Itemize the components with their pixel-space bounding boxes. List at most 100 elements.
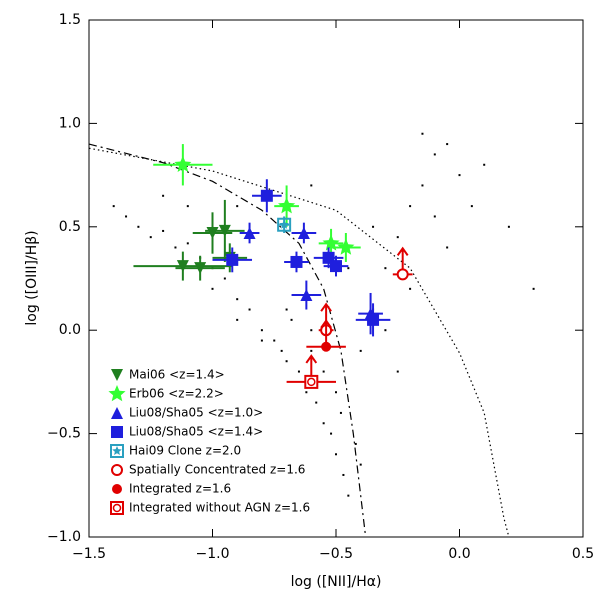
x-tick-label: −1.5 (72, 546, 106, 562)
background-point (409, 205, 412, 208)
legend-symbol (110, 444, 124, 458)
y-tick-label: 1.0 (59, 115, 81, 131)
y-tick-label: 0.0 (59, 322, 81, 338)
y-tick-label: −1.0 (47, 529, 81, 545)
data-point (260, 189, 273, 202)
background-point (310, 184, 313, 187)
demarcation-line (88, 143, 367, 538)
background-point (125, 215, 128, 218)
background-point (248, 308, 251, 311)
background-point (421, 184, 424, 187)
background-point (433, 215, 436, 218)
background-point (315, 401, 318, 404)
y-axis-label: log ([OIII]/Hβ) (24, 230, 40, 325)
legend-symbol-inner (112, 503, 122, 513)
background-point (260, 339, 263, 342)
data-point (321, 341, 332, 352)
background-point (211, 287, 214, 290)
background-point (162, 194, 165, 197)
background-point (372, 225, 375, 228)
background-point (186, 205, 189, 208)
legend-label: Spatially Concentrated z=1.6 (129, 463, 305, 477)
legend-label: Liu08/Sha05 <z=1.4> (129, 425, 263, 439)
background-point (342, 473, 345, 476)
background-point (335, 391, 337, 394)
background-point (409, 287, 412, 290)
legend-label: Hai09 Clone z=2.0 (129, 444, 241, 458)
background-point (285, 308, 288, 311)
background-point (280, 349, 283, 352)
y-tick-label: 1.5 (59, 12, 81, 28)
background-point (297, 370, 300, 373)
data-point-inner (279, 219, 289, 229)
data-point (330, 260, 342, 273)
data-point (226, 253, 239, 266)
background-point (507, 225, 510, 228)
data-point (300, 289, 313, 302)
background-point (186, 242, 189, 245)
background-point (273, 339, 276, 342)
legend-label: Integrated z=1.6 (129, 482, 231, 496)
x-tick-label: −1.0 (196, 546, 230, 562)
legend-symbol (112, 484, 122, 494)
background-point (322, 370, 325, 373)
data-point (174, 155, 192, 173)
background-point (310, 329, 313, 332)
background-point (322, 422, 325, 425)
background-point (433, 153, 436, 156)
background-point (354, 442, 357, 445)
background-point (421, 132, 424, 135)
legend-label: Liu08/Sha05 <z=1.0> (129, 406, 263, 420)
background-point (310, 349, 313, 352)
background-point (347, 494, 350, 497)
background-point (236, 298, 239, 301)
legend-symbol (111, 426, 123, 438)
legend-symbol-inner (112, 446, 122, 456)
background-point (290, 318, 293, 321)
legend-symbol (111, 407, 123, 419)
background-point (149, 236, 152, 239)
data-point (277, 217, 292, 232)
data-point (297, 227, 310, 240)
data-point (278, 197, 296, 214)
background-point (359, 463, 362, 466)
legend-label: Mai06 <z=1.4> (129, 368, 225, 382)
x-tick-label: 0.5 (572, 546, 594, 562)
data-point (367, 313, 380, 326)
background-point (137, 225, 140, 228)
background-point (305, 391, 308, 394)
legend-label: Integrated without AGN z=1.6 (129, 501, 310, 515)
data-point-inner (307, 377, 316, 387)
background-point (236, 205, 239, 208)
legend-symbol (111, 369, 123, 381)
background-point (335, 453, 337, 456)
background-point (470, 205, 473, 208)
background-point (359, 349, 362, 352)
data-point (290, 255, 303, 268)
background-point (174, 246, 177, 249)
background-point (112, 205, 115, 208)
background-point (446, 143, 449, 146)
background-point (396, 236, 399, 239)
data-point (337, 238, 355, 255)
y-tick-label: −0.5 (47, 426, 81, 442)
background-point (339, 411, 342, 414)
background-point (285, 360, 288, 363)
x-tick-label: 0.0 (448, 546, 470, 562)
data-point (243, 227, 256, 240)
data-point (176, 260, 189, 273)
data-point (218, 224, 231, 237)
background-point (446, 246, 449, 249)
background-point (384, 267, 387, 270)
background-point (347, 267, 350, 270)
legend-symbol (108, 385, 126, 402)
legend-label: Erb06 <z=2.2> (129, 387, 224, 401)
background-point (532, 287, 535, 290)
x-tick-label: −0.5 (319, 546, 353, 562)
data-point (194, 262, 207, 275)
background-point (223, 277, 226, 280)
background-point (458, 174, 461, 177)
background-point (162, 229, 165, 232)
background-point (483, 163, 486, 166)
